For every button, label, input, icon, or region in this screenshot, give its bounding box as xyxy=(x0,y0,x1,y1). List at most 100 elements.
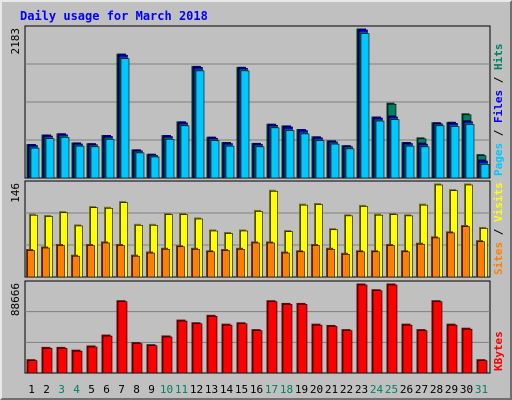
panel-kbytes: 88666 KBytes xyxy=(9,280,505,374)
bar-sites xyxy=(222,250,230,278)
bar-kbytes xyxy=(207,316,218,374)
day-label: 10 xyxy=(160,383,173,396)
series-axis-label-part: Hits xyxy=(492,44,505,71)
bar-sites xyxy=(417,243,425,278)
bar-sites xyxy=(267,242,275,278)
bar-kbytes xyxy=(387,284,398,374)
day-label: 30 xyxy=(460,383,473,396)
bar-pages xyxy=(405,145,415,179)
day-label: 8 xyxy=(133,383,140,396)
bar-pages xyxy=(300,133,310,179)
bar-sites xyxy=(102,242,110,278)
day-label: 14 xyxy=(220,383,234,396)
bar-kbytes xyxy=(147,345,158,374)
bar-sites xyxy=(42,247,50,278)
day-label: 2 xyxy=(43,383,50,396)
series-kbytes xyxy=(26,283,488,374)
bar-sites xyxy=(162,248,170,278)
series-axis-label: Pages / Files / Hits xyxy=(492,44,505,177)
bar-kbytes xyxy=(192,323,203,374)
day-label: 27 xyxy=(415,383,428,396)
panel-hits-files-pages: 2183 Pages / Files / Hits xyxy=(9,25,505,179)
bar-sites xyxy=(117,245,125,278)
bar-sites xyxy=(477,241,485,278)
bar-pages xyxy=(285,130,295,179)
bar-kbytes xyxy=(252,330,263,374)
bar-pages xyxy=(120,58,130,179)
axis-max-label: 2183 xyxy=(9,28,22,55)
day-label: 19 xyxy=(295,383,308,396)
panel-visits-sites: 146 Sites / Visits xyxy=(9,180,505,278)
bar-kbytes xyxy=(267,301,278,374)
bar-sites xyxy=(57,245,65,278)
bar-pages xyxy=(465,124,475,179)
bar-pages xyxy=(135,152,145,179)
chart-title: Daily usage for March 2018 xyxy=(20,9,208,23)
series-axis-label: Sites / Visits xyxy=(492,182,505,275)
day-label: 12 xyxy=(190,383,203,396)
bar-pages xyxy=(450,126,460,179)
bar-sites xyxy=(447,232,455,278)
bar-kbytes xyxy=(132,343,143,374)
day-label: 17 xyxy=(265,383,278,396)
bar-pages xyxy=(330,143,340,179)
bar-kbytes xyxy=(432,301,443,374)
bar-sites xyxy=(342,254,350,278)
bar-pages xyxy=(30,147,40,179)
series-axis-label-part: / xyxy=(492,70,505,90)
bar-sites xyxy=(312,245,320,278)
day-label: 6 xyxy=(103,383,110,396)
bar-kbytes xyxy=(102,335,113,374)
series-axis-label-part: / xyxy=(492,222,505,242)
bar-kbytes xyxy=(297,304,308,374)
bar-kbytes xyxy=(372,290,383,374)
bar-pages xyxy=(315,140,325,179)
bar-kbytes xyxy=(282,304,293,374)
bar-sites xyxy=(207,251,215,278)
bar-kbytes xyxy=(87,346,98,374)
bar-pages xyxy=(420,146,430,179)
day-label: 21 xyxy=(325,383,338,396)
bar-sites xyxy=(297,251,305,278)
bar-sites xyxy=(192,248,200,278)
bar-kbytes xyxy=(177,320,188,374)
day-label: 5 xyxy=(88,383,95,396)
bar-kbytes xyxy=(402,324,413,374)
series-axis-label-part: Sites xyxy=(492,242,505,275)
day-label: 31 xyxy=(475,383,488,396)
bar-sites xyxy=(237,248,245,278)
day-label: 3 xyxy=(58,383,65,396)
bar-pages xyxy=(210,140,220,179)
bar-pages xyxy=(60,137,70,179)
day-label: 13 xyxy=(205,383,218,396)
bar-pages xyxy=(390,119,400,179)
day-label: 20 xyxy=(310,383,323,396)
bar-kbytes xyxy=(162,336,173,374)
bar-sites xyxy=(87,245,95,278)
bar-kbytes xyxy=(357,284,368,374)
day-label: 22 xyxy=(340,383,353,396)
bar-sites xyxy=(27,250,35,278)
bar-kbytes xyxy=(447,324,458,374)
day-label: 23 xyxy=(355,383,368,396)
bar-pages xyxy=(150,156,160,179)
series-axis-label-part: Pages xyxy=(492,143,505,176)
bar-kbytes xyxy=(42,348,53,374)
bar-pages xyxy=(345,148,355,179)
bar-sites xyxy=(402,251,410,278)
bar-pages xyxy=(435,125,445,179)
series-axis-label-part: / xyxy=(492,123,505,143)
bar-kbytes xyxy=(462,328,473,374)
bar-kbytes xyxy=(72,350,83,374)
bar-kbytes xyxy=(477,360,488,374)
bar-kbytes xyxy=(117,301,128,374)
bar-kbytes xyxy=(417,330,428,374)
bar-pages xyxy=(255,146,265,179)
bar-pages xyxy=(225,145,235,179)
bar-pages xyxy=(360,33,370,179)
bar-sites xyxy=(327,248,335,278)
bar-sites xyxy=(462,226,470,278)
bar-kbytes xyxy=(222,324,233,374)
bar-sites xyxy=(387,245,395,278)
